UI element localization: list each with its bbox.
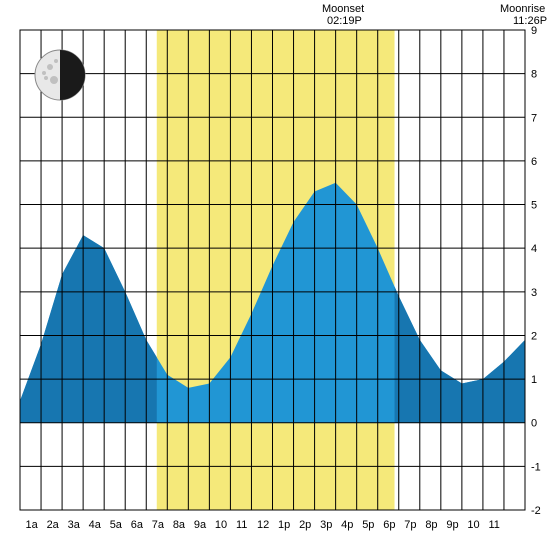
x-tick-label: 1a bbox=[26, 519, 39, 531]
y-tick-label: 1 bbox=[531, 374, 537, 386]
x-tick-label: 7a bbox=[152, 519, 165, 531]
y-tick-label: -1 bbox=[531, 461, 541, 473]
y-tick-label: -2 bbox=[531, 505, 541, 517]
x-tick-label: 6p bbox=[383, 519, 395, 531]
y-tick-label: 4 bbox=[531, 243, 537, 255]
x-tick-label: 7p bbox=[404, 519, 416, 531]
y-tick-label: 5 bbox=[531, 200, 537, 212]
x-tick-label: 4a bbox=[89, 519, 102, 531]
x-tick-label: 8a bbox=[173, 519, 186, 531]
y-tick-label: 3 bbox=[531, 287, 537, 299]
x-tick-label: 10 bbox=[215, 519, 227, 531]
x-tick-label: 5a bbox=[110, 519, 123, 531]
x-tick-label: 2p bbox=[299, 519, 311, 531]
y-tick-label: 6 bbox=[531, 156, 537, 168]
y-tick-label: 0 bbox=[531, 418, 537, 430]
moonset-time: 02:19P bbox=[327, 15, 362, 27]
x-tick-label: 11 bbox=[488, 519, 499, 531]
y-tick-label: 8 bbox=[531, 69, 537, 81]
x-tick-label: 4p bbox=[341, 519, 353, 531]
moonset-label: Moonset bbox=[322, 3, 364, 15]
moonrise-label: Moonrise bbox=[500, 3, 545, 15]
x-tick-label: 8p bbox=[425, 519, 437, 531]
x-tick-label: 1p bbox=[278, 519, 290, 531]
x-tick-label: 12 bbox=[257, 519, 269, 531]
x-tick-label: 2a bbox=[47, 519, 60, 531]
x-tick-label: 3a bbox=[68, 519, 81, 531]
x-tick-label: 3p bbox=[320, 519, 332, 531]
x-tick-label: 6a bbox=[131, 519, 144, 531]
tide-chart: -2-101234567891a2a3a4a5a6a7a8a9a1011121p… bbox=[0, 0, 550, 550]
x-tick-label: 9a bbox=[194, 519, 207, 531]
x-tick-label: 11 bbox=[236, 519, 247, 531]
x-tick-label: 10 bbox=[467, 519, 479, 531]
chart-svg: -2-101234567891a2a3a4a5a6a7a8a9a1011121p… bbox=[0, 0, 550, 550]
x-tick-label: 5p bbox=[362, 519, 374, 531]
y-tick-label: 2 bbox=[531, 330, 537, 342]
moon-phase-icon bbox=[35, 50, 85, 100]
y-tick-label: 7 bbox=[531, 112, 537, 124]
x-tick-label: 9p bbox=[446, 519, 458, 531]
moonrise-time: 11:26P bbox=[513, 15, 547, 27]
